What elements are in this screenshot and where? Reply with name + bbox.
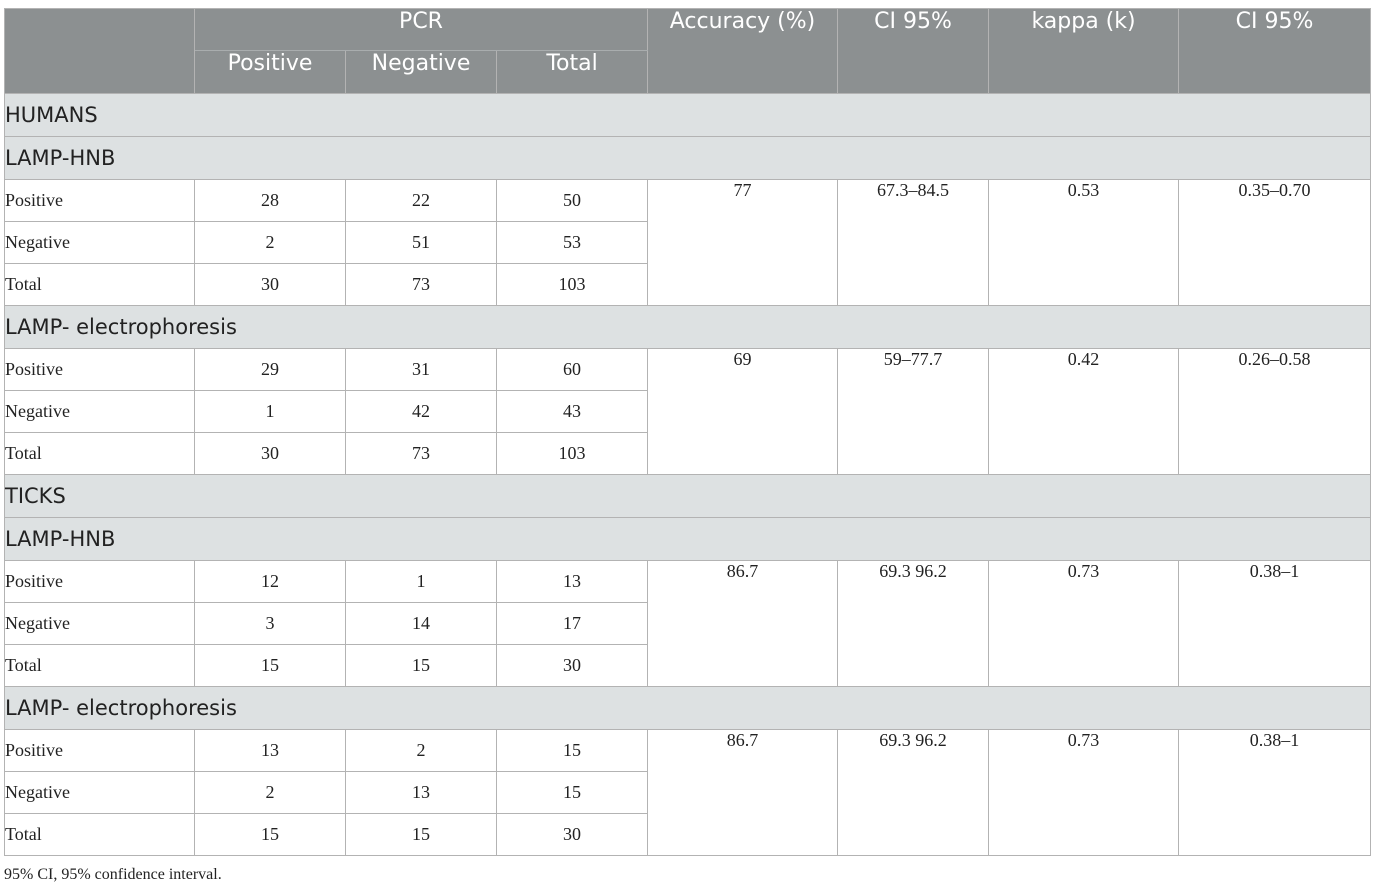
pcr-total-cell: 15 (495, 729, 649, 772)
ci-cell: 67.3–84.5 (837, 179, 990, 306)
accuracy-cell: 86.7 (647, 729, 839, 856)
row-label: Positive (4, 729, 195, 772)
row-label: Negative (4, 221, 195, 264)
pcr-total-cell: 43 (495, 390, 649, 433)
pcr-positive-cell: 28 (194, 179, 346, 222)
header-pcr: PCR (193, 8, 649, 51)
group-row: LAMP-HNB (3, 517, 1372, 561)
pcr-positive-cell: 3 (194, 602, 346, 645)
pcr-negative-cell: 1 (345, 560, 497, 603)
table-row: Negative 1 42 43 (4, 390, 1371, 433)
row-label: Positive (4, 179, 195, 222)
row-label: Total (4, 432, 195, 475)
table-row: Total 15 15 30 (4, 813, 1371, 856)
pcr-negative-cell: 2 (345, 729, 497, 772)
group-row: LAMP- electrophoresis (3, 305, 1372, 349)
pcr-positive-cell: 12 (194, 560, 346, 603)
pcr-total-cell: 30 (495, 644, 649, 687)
table-footnote: 95% CI, 95% confidence interval. (4, 866, 222, 883)
pcr-negative-cell: 51 (345, 221, 497, 264)
table-row: Negative 3 14 17 (4, 602, 1371, 645)
pcr-total-cell: 50 (495, 179, 649, 222)
header-positive: Positive (194, 50, 346, 94)
pcr-negative-cell: 14 (345, 602, 497, 645)
pcr-total-cell: 103 (495, 432, 649, 475)
section-title: TICKS (3, 474, 1372, 518)
group-title: LAMP-HNB (3, 517, 1372, 561)
pcr-positive-cell: 30 (194, 263, 346, 306)
row-label: Positive (4, 560, 195, 603)
header-accuracy: Accuracy (%) (647, 8, 839, 94)
group-row: LAMP-HNB (3, 136, 1372, 180)
header-corner (4, 8, 195, 94)
pcr-positive-cell: 2 (194, 771, 346, 814)
group-title: LAMP- electrophoresis (3, 305, 1372, 349)
pcr-total-cell: 103 (495, 263, 649, 306)
header-total: Total (495, 50, 649, 94)
pcr-negative-cell: 22 (345, 179, 497, 222)
kappa-cell: 0.73 (988, 560, 1180, 687)
kappa-cell: 0.53 (988, 179, 1180, 306)
pcr-negative-cell: 42 (345, 390, 497, 433)
pcr-positive-cell: 1 (194, 390, 346, 433)
ci-cell: 69.3 96.2 (837, 729, 990, 856)
row-label: Total (4, 644, 195, 687)
pcr-total-cell: 17 (495, 602, 649, 645)
header-negative: Negative (345, 50, 497, 94)
header-row-1: PCR Accuracy (%) CI 95% kappa (k) CI 95% (4, 8, 1372, 94)
group-title: LAMP-HNB (3, 136, 1372, 180)
pcr-positive-cell: 13 (194, 729, 346, 772)
pcr-total-cell: 60 (495, 348, 649, 391)
pcr-total-cell: 15 (495, 771, 649, 814)
pcr-negative-cell: 13 (345, 771, 497, 814)
kappa-ci-cell: 0.38–1 (1178, 729, 1372, 856)
row-label: Total (4, 813, 195, 856)
pcr-positive-cell: 2 (194, 221, 346, 264)
kappa-cell: 0.73 (988, 729, 1180, 856)
section-title: HUMANS (3, 93, 1372, 137)
pcr-positive-cell: 30 (194, 432, 346, 475)
accuracy-cell: 86.7 (647, 560, 839, 687)
header-ci-1: CI 95% (837, 8, 990, 94)
kappa-ci-cell: 0.38–1 (1178, 560, 1372, 687)
row-label: Total (4, 263, 195, 306)
results-table: PCR Accuracy (%) CI 95% kappa (k) CI 95%… (3, 8, 1372, 856)
kappa-ci-cell: 0.35–0.70 (1178, 179, 1372, 306)
pcr-negative-cell: 15 (345, 813, 497, 856)
ci-cell: 69.3 96.2 (837, 560, 990, 687)
kappa-cell: 0.42 (988, 348, 1180, 475)
table-row: Positive 28 22 50 77 67.3–84.5 0.53 0.35–0.70 (4, 179, 1372, 306)
pcr-positive-cell: 15 (194, 813, 346, 856)
table-row: Positive 13 2 15 86.7 69.3 96.2 0.73 0.38–1 (4, 729, 1372, 856)
group-title: LAMP- electrophoresis (3, 686, 1372, 730)
accuracy-cell: 69 (647, 348, 839, 475)
pcr-total-cell: 13 (495, 560, 649, 603)
pcr-positive-cell: 15 (194, 644, 346, 687)
group-row: LAMP- electrophoresis (3, 686, 1372, 730)
kappa-ci-cell: 0.26–0.58 (1178, 348, 1372, 475)
pcr-negative-cell: 15 (345, 644, 497, 687)
row-label: Negative (4, 602, 195, 645)
row-label: Positive (4, 348, 195, 391)
pcr-negative-cell: 31 (345, 348, 497, 391)
header-ci-2: CI 95% (1178, 8, 1372, 94)
ci-cell: 59–77.7 (837, 348, 990, 475)
table-row: Positive 12 1 13 86.7 69.3 96.2 0.73 0.38–1 (4, 560, 1372, 687)
table-row: Positive 29 31 60 69 59–77.7 0.42 0.26–0.58 (4, 348, 1372, 475)
row-label: Negative (4, 390, 195, 433)
pcr-total-cell: 30 (495, 813, 649, 856)
pcr-negative-cell: 73 (345, 432, 497, 475)
accuracy-cell: 77 (647, 179, 839, 306)
pcr-positive-cell: 29 (194, 348, 346, 391)
table-body: HUMANS LAMP-HNB Positive 28 22 50 77 67.3–84.5 0… (3, 93, 1372, 856)
header-kappa: kappa (k) (988, 8, 1180, 94)
section-row: TICKS (3, 474, 1372, 518)
pcr-total-cell: 53 (495, 221, 649, 264)
row-label: Negative (4, 771, 195, 814)
pcr-negative-cell: 73 (345, 263, 497, 306)
table-row: Total 30 73 103 (4, 263, 1371, 306)
section-row: HUMANS (3, 93, 1372, 137)
header-row-2: Positive Negative Total (5, 50, 1371, 94)
